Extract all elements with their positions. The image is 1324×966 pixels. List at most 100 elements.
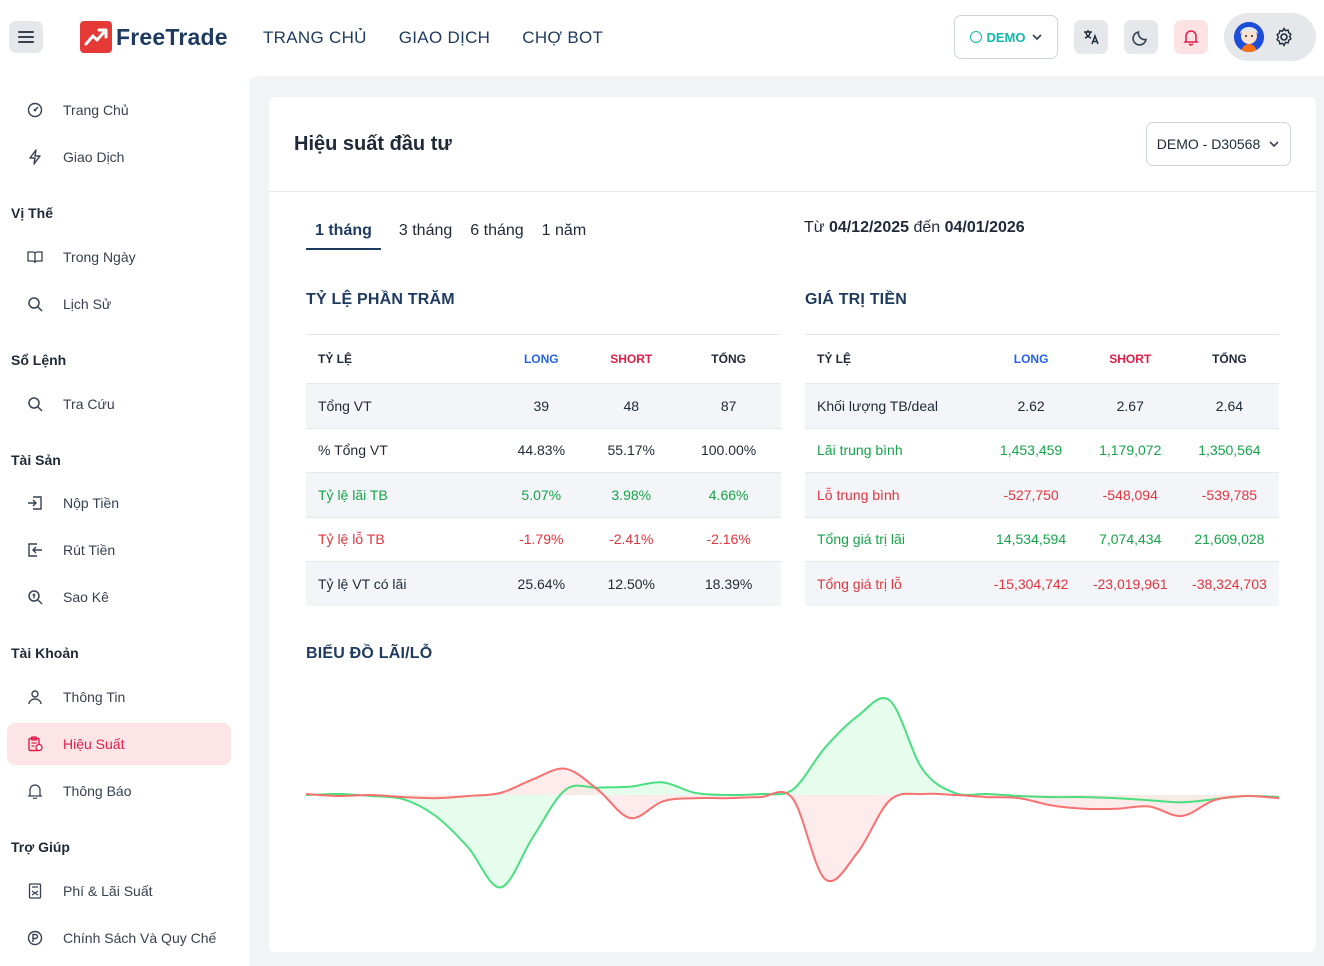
deposit-icon (28, 496, 42, 510)
sidebar-item-label: Trong Ngày (63, 249, 136, 265)
sidebar-item-notifications[interactable]: Thông Báo (7, 770, 231, 812)
col-header-total: TỔNG (1179, 334, 1279, 384)
date-range-prefix: Từ (804, 219, 825, 236)
pnl-chart (306, 697, 1279, 889)
avatar (1234, 22, 1264, 52)
sidebar-item-withdraw[interactable]: Rút Tiền (7, 529, 231, 571)
nav-home[interactable]: TRANG CHỦ (263, 28, 367, 47)
cell-short: 3.98% (586, 472, 677, 517)
sidebar-item-intraday[interactable]: Trong Ngày (7, 236, 231, 278)
col-header-total: TỔNG (676, 334, 781, 384)
cell-short: 1,179,072 (1080, 427, 1180, 473)
brand-name: FreeTrade (116, 23, 228, 50)
translate-icon (1084, 30, 1099, 45)
nav-trade[interactable]: GIAO DỊCH (398, 28, 491, 47)
theme-toggle-button[interactable] (1124, 20, 1158, 54)
mode-select[interactable]: DEMO (954, 15, 1058, 59)
sidebar-item-label: Lịch Sử (63, 296, 112, 312)
sidebar-item-history[interactable]: Lịch Sử (7, 283, 231, 325)
withdraw-icon (28, 543, 42, 557)
table-row: Tổng VT 39 48 87 (306, 383, 781, 428)
sidebar-section-assets: Tài Sản (11, 452, 61, 468)
percent-table: TỶ LỆ LONG SHORT TỔNG Tổng VT 39 48 87% Tổn… (306, 334, 781, 606)
cell-total: 2.64 (1179, 383, 1279, 428)
sidebar-item-lookup[interactable]: Tra Cứu (7, 383, 231, 425)
cell-long: -15,304,742 (981, 561, 1081, 606)
cell-short: -2.41% (586, 516, 677, 562)
cell-short: -548,094 (1080, 472, 1180, 517)
cell-short: 55.17% (586, 427, 677, 473)
cell-long: 44.83% (496, 427, 587, 473)
lightning-icon (29, 149, 41, 165)
table-row: Tỷ lệ lãi TB 5.07% 3.98% 4.66% (306, 472, 781, 517)
table-row: Tỷ lệ VT có lãi 25.64% 12.50% 18.39% (306, 561, 781, 606)
language-button[interactable] (1074, 20, 1108, 54)
nav-bot-market[interactable]: CHỢ BOT (522, 28, 604, 47)
cell-metric: Tổng giá trị lãi (805, 516, 982, 562)
sidebar-item-performance[interactable]: Hiệu Suất (7, 723, 231, 765)
sidebar-item-label: Phí & Lãi Suất (63, 883, 153, 899)
table-row: Khối lượng TB/deal 2.62 2.67 2.64 (805, 383, 1279, 428)
table-header-row: TỶ LỆ LONG SHORT TỔNG (306, 334, 781, 384)
cell-metric: Lỗ trung bình (805, 472, 982, 517)
gear-icon[interactable] (1274, 27, 1294, 47)
chevron-down-icon (1031, 34, 1042, 41)
sidebar-item-trade[interactable]: Giao Dịch (7, 136, 231, 178)
cell-metric: % Tổng VT (306, 427, 497, 473)
cell-total: 1,350,564 (1179, 427, 1279, 473)
tab-6-months[interactable]: 6 tháng (470, 222, 524, 239)
sidebar-item-statement[interactable]: Sao Kê (7, 576, 231, 618)
chart-title: BIỂU ĐỒ LÃI/LỖ (306, 645, 433, 662)
cell-metric: Khối lượng TB/deal (805, 383, 982, 428)
sidebar-item-label: Hiệu Suất (63, 736, 125, 752)
sidebar-section-orders: Sổ Lệnh (11, 352, 67, 368)
user-icon (28, 690, 42, 705)
bell-icon (27, 784, 43, 799)
user-menu[interactable] (1224, 13, 1316, 61)
hamburger-icon (18, 31, 34, 43)
value-table: TỶ LỆ LONG SHORT TỔNG Khối lượng TB/deal… (805, 334, 1279, 606)
sidebar-item-label: Thông Tin (63, 689, 126, 705)
brand-logo[interactable]: FreeTrade (80, 21, 228, 53)
account-select[interactable]: DEMO - D30568 (1146, 122, 1291, 166)
sidebar (0, 76, 249, 966)
cell-short: -23,019,961 (1080, 561, 1180, 606)
statement-icon (28, 590, 43, 605)
cell-total: 21,609,028 (1179, 516, 1279, 562)
policy-icon (27, 930, 43, 946)
cell-total: 4.66% (676, 472, 781, 517)
cell-total: -539,785 (1179, 472, 1279, 517)
page-title: Hiệu suất đầu tư (294, 133, 452, 155)
cell-total: 100.00% (676, 427, 781, 473)
sidebar-item-label: Giao Dịch (63, 149, 125, 165)
date-range-separator: đến (913, 219, 941, 236)
table-row: Lỗ trung bình -527,750 -548,094 -539,785 (805, 472, 1279, 517)
sidebar-item-home[interactable]: Trang Chủ (7, 89, 231, 131)
sidebar-section-account: Tài Khoản (11, 645, 79, 661)
cell-metric: Tỷ lệ lỗ TB (306, 516, 497, 562)
notifications-button[interactable] (1174, 20, 1208, 54)
trend-up-icon (80, 21, 112, 53)
sidebar-item-label: Rút Tiền (63, 542, 116, 558)
table-header-row: TỶ LỆ LONG SHORT TỔNG (805, 334, 1279, 384)
date-to: 04/01/2026 (944, 219, 1025, 236)
sidebar-item-fees[interactable]: Phí & Lãi Suất (7, 870, 231, 912)
account-label: DEMO - D30568 (1156, 136, 1261, 152)
book-icon (27, 251, 43, 264)
cell-metric: Tổng giá trị lỗ (805, 561, 982, 606)
sidebar-item-deposit[interactable]: Nộp Tiền (7, 482, 231, 524)
col-header-long: LONG (496, 334, 587, 384)
table-row: Lãi trung bình 1,453,459 1,179,072 1,350,56… (805, 427, 1279, 473)
cell-long: -1.79% (496, 516, 587, 562)
tab-1-year[interactable]: 1 năm (541, 222, 587, 239)
cell-total: 18.39% (676, 561, 781, 606)
sidebar-item-label: Sao Kê (63, 589, 109, 605)
tab-3-months[interactable]: 3 tháng (398, 222, 453, 239)
cell-short: 2.67 (1080, 383, 1180, 428)
sidebar-item-policy[interactable]: Chính Sách Và Quy Chế (7, 917, 231, 959)
tab-1-month[interactable]: 1 tháng (306, 222, 381, 250)
hamburger-menu-button[interactable] (9, 21, 43, 53)
cell-total: -2.16% (676, 516, 781, 562)
sidebar-item-profile[interactable]: Thông Tin (7, 676, 231, 718)
cell-total: 87 (676, 383, 781, 428)
